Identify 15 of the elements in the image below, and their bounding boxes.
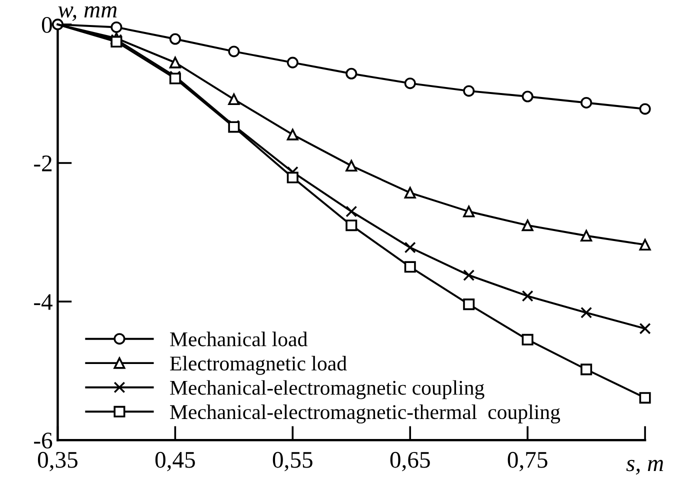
y-tick-label: -2 — [34, 156, 52, 172]
x-tick-label: 0,35 — [38, 452, 78, 472]
legend-label: Electromagnetic load — [170, 356, 347, 375]
y-axis-title: w, mm — [58, 6, 117, 21]
y-tick-label: -4 — [34, 294, 52, 310]
legend-label: Mechanical load — [170, 332, 308, 346]
x-tick-label: 0,75 — [508, 452, 548, 472]
x-axis-title: s, m — [626, 460, 664, 475]
x-tick-label: 0,45 — [155, 452, 195, 472]
x-tick-label: 0,65 — [390, 452, 430, 472]
legend-label: Mechanical-electromagnetic-thermal coupling — [170, 404, 560, 424]
y-tick-label: 0 — [42, 16, 52, 33]
legend-label: Mechanical-electromagnetic coupling — [170, 380, 484, 400]
y-tick-label: -6 — [34, 432, 52, 449]
x-tick-label: 0,55 — [272, 452, 312, 472]
